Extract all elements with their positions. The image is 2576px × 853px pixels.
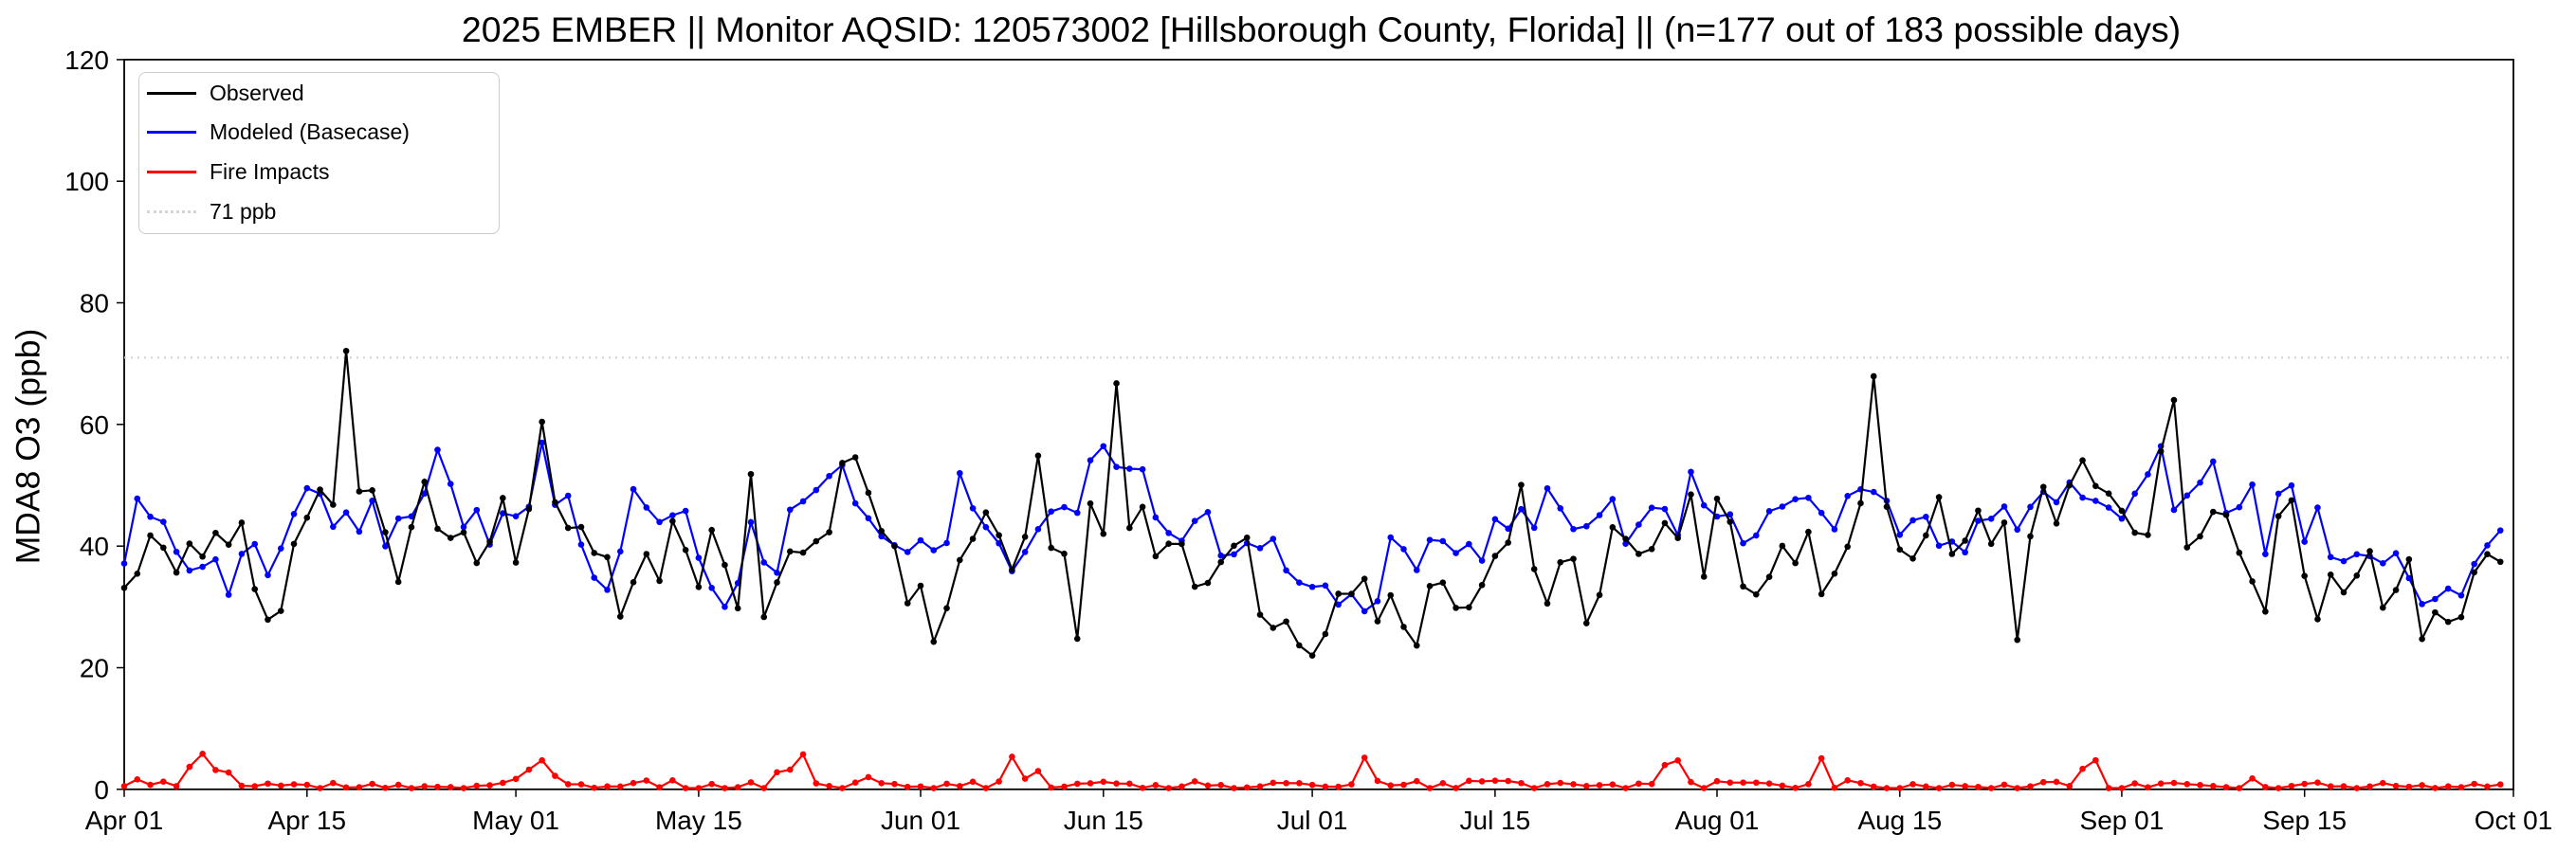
svg-text:May 01: May 01 (472, 806, 559, 835)
svg-text:Jul 01: Jul 01 (1277, 806, 1348, 835)
svg-text:May 15: May 15 (655, 806, 742, 835)
svg-text:Aug 15: Aug 15 (1857, 806, 1942, 835)
svg-text:Aug 01: Aug 01 (1675, 806, 1760, 835)
svg-text:Jul 15: Jul 15 (1460, 806, 1531, 835)
svg-text:Jun 01: Jun 01 (881, 806, 960, 835)
svg-text:Oct 01: Oct 01 (2475, 806, 2552, 835)
svg-text:Apr 01: Apr 01 (85, 806, 164, 835)
svg-text:60: 60 (80, 410, 109, 440)
svg-text:120: 120 (64, 45, 109, 75)
svg-text:40: 40 (80, 532, 109, 561)
svg-text:Jun 15: Jun 15 (1064, 806, 1143, 835)
svg-text:20: 20 (80, 654, 109, 683)
svg-text:Sep 15: Sep 15 (2262, 806, 2347, 835)
svg-text:Sep 01: Sep 01 (2080, 806, 2165, 835)
svg-text:80: 80 (80, 289, 109, 318)
svg-text:Apr 15: Apr 15 (268, 806, 347, 835)
svg-text:0: 0 (94, 775, 109, 805)
svg-text:100: 100 (64, 167, 109, 196)
